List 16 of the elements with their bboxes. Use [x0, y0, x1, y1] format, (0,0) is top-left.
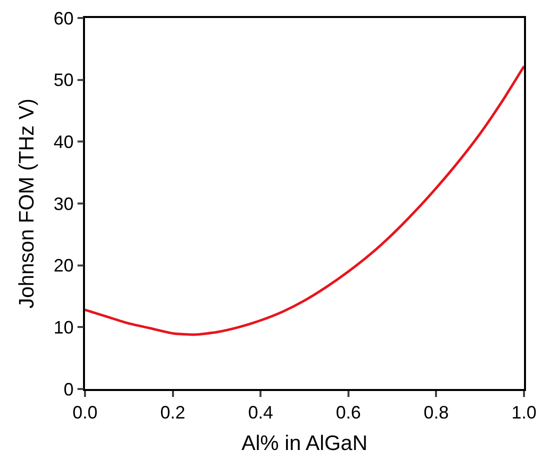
x-tick-label: 0.0 [72, 402, 98, 422]
y-tick-label: 40 [54, 132, 74, 152]
y-tick-label: 60 [54, 8, 74, 28]
y-tick-label: 0 [64, 379, 74, 400]
x-tick-label: 0.2 [160, 402, 186, 422]
y-tick-label: 30 [54, 194, 74, 214]
y-tick-label: 10 [54, 317, 74, 338]
x-tick-label: 0.4 [248, 402, 274, 422]
x-axis-title: Al% in AlGaN [241, 432, 368, 456]
y-axis-title: Johnson FOM (THz V) [15, 98, 38, 309]
y-tick-label: 50 [54, 70, 74, 90]
x-tick-label: 0.8 [424, 402, 449, 422]
line-series [85, 64, 524, 336]
x-tick-label: 1.0 [511, 402, 537, 422]
x-tick-label: 0.6 [336, 402, 361, 422]
y-tick-label: 20 [54, 256, 74, 276]
